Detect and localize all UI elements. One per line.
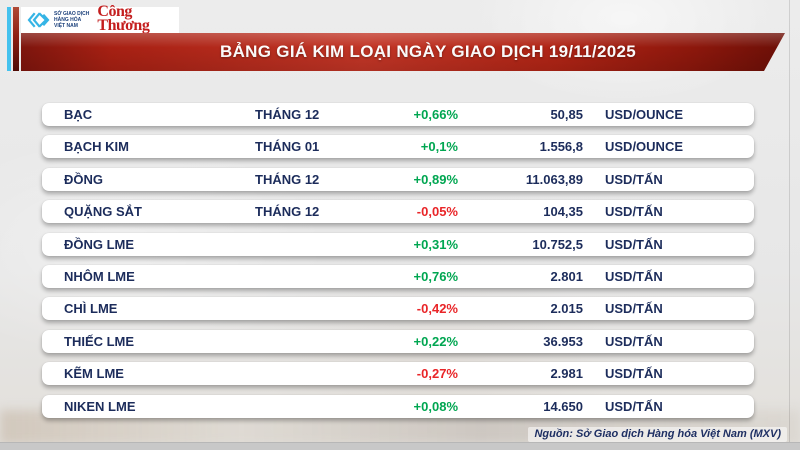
- price-unit: USD/TẤN: [605, 398, 663, 414]
- table-row: QUẶNG SẮT THÁNG 12 -0,05% 104,35 USD/TẤN: [42, 200, 754, 224]
- table-row: BẠCH KIM THÁNG 01 +0,1% 1.556,8 USD/OUNC…: [42, 135, 754, 159]
- commodity-name: NHÔM LME: [64, 268, 135, 284]
- price-unit: USD/TẤN: [605, 333, 663, 349]
- bottom-bar: [0, 442, 800, 450]
- contract-month: THÁNG 01: [255, 139, 320, 155]
- change-percent: +0,89%: [413, 171, 458, 187]
- change-percent: +0,66%: [413, 107, 458, 122]
- price-unit: USD/OUNCE: [605, 107, 684, 122]
- contract-month: THÁNG 12: [255, 171, 320, 187]
- commodity-name: QUẶNG SẮT: [64, 204, 142, 220]
- change-percent: +0,31%: [413, 236, 458, 252]
- table-row: BẠC THÁNG 12 +0,66% 50,85 USD/OUNCE: [42, 103, 754, 126]
- price-value: 2.981: [550, 366, 583, 382]
- price-unit: USD/TẤN: [605, 204, 663, 220]
- mxv-name-line3: VIỆT NAM: [54, 23, 78, 29]
- price-unit: USD/TẤN: [605, 171, 663, 187]
- price-value: 11.063,89: [525, 171, 583, 187]
- price-value: 10.752,5: [532, 236, 583, 252]
- price-unit: USD/OUNCE: [605, 139, 684, 155]
- title-banner: BẢNG GIÁ KIM LOẠI NGÀY GIAO DỊCH 19/11/2…: [21, 33, 785, 71]
- contract-month: THÁNG 12: [255, 107, 320, 122]
- table-row: ĐỒNG LME +0,31% 10.752,5 USD/TẤN: [42, 232, 754, 256]
- price-table: BẠC THÁNG 12 +0,66% 50,85 USD/OUNCE BẠCH…: [42, 103, 754, 418]
- table-row: CHÌ LME -0,42% 2.015 USD/TẤN: [42, 297, 754, 321]
- commodity-name: KẼM LME: [64, 366, 124, 382]
- mxv-name-line1: SỞ GIAO DỊCH: [54, 11, 90, 17]
- commodity-name: ĐỒNG: [64, 171, 103, 187]
- price-unit: USD/TẤN: [605, 236, 663, 252]
- price-value: 2.015: [550, 301, 583, 317]
- change-percent: +0,08%: [413, 398, 458, 414]
- change-percent: +0,76%: [413, 268, 458, 284]
- price-unit: USD/TẤN: [605, 268, 663, 284]
- contract-month: THÁNG 12: [255, 204, 320, 220]
- price-unit: USD/TẤN: [605, 366, 663, 382]
- accent-stripe-cyan: [7, 7, 11, 71]
- right-edge-line: [789, 0, 790, 450]
- price-value: 36.953: [543, 333, 583, 349]
- change-percent: +0,22%: [413, 333, 458, 349]
- table-row: NHÔM LME +0,76% 2.801 USD/TẤN: [42, 264, 754, 288]
- price-value: 104,35: [543, 204, 583, 220]
- mxv-name-line2: HÀNG HÓA: [54, 17, 82, 23]
- accent-stripe-red: [13, 7, 19, 71]
- table-row: NIKEN LME +0,08% 14.650 USD/TẤN: [42, 394, 754, 418]
- table-row: KẼM LME -0,27% 2.981 USD/TẤN: [42, 362, 754, 386]
- source-note: Nguồn: Sở Giao dịch Hàng hóa Việt Nam (M…: [528, 427, 787, 442]
- change-percent: -0,27%: [416, 366, 458, 382]
- table-row: ĐỒNG THÁNG 12 +0,89% 11.063,89 USD/TẤN: [42, 167, 754, 191]
- change-percent: -0,05%: [416, 204, 458, 220]
- commodity-name: BẠC: [64, 107, 93, 122]
- price-value: 14.650: [543, 398, 583, 414]
- page-title: BẢNG GIÁ KIM LOẠI NGÀY GIAO DỊCH 19/11/2…: [220, 42, 636, 61]
- congthuong-logo: Công Thương: [97, 2, 174, 36]
- mxv-name: SỞ GIAO DỊCH HÀNG HÓA VIỆT NAM: [54, 11, 89, 29]
- change-percent: +0,1%: [420, 139, 458, 155]
- commodity-name: THIẾC LME: [64, 333, 135, 349]
- commodity-name: CHÌ LME: [64, 301, 118, 317]
- commodity-name: NIKEN LME: [64, 398, 136, 414]
- commodity-name: ĐỒNG LME: [64, 236, 135, 252]
- commodity-name: BẠCH KIM: [64, 139, 129, 155]
- price-value: 50,85: [550, 107, 583, 122]
- logo-bar: SỞ GIAO DỊCH HÀNG HÓA VIỆT NAM Công Thươ…: [21, 2, 179, 36]
- price-unit: USD/TẤN: [605, 301, 663, 317]
- change-percent: -0,42%: [416, 301, 458, 317]
- price-value: 2.801: [550, 268, 583, 284]
- price-value: 1.556,8: [539, 139, 583, 155]
- table-row: THIẾC LME +0,22% 36.953 USD/TẤN: [42, 329, 754, 353]
- mxv-chevrons-icon: [27, 12, 50, 28]
- congthuong-wordmark: Công Thương: [97, 2, 150, 34]
